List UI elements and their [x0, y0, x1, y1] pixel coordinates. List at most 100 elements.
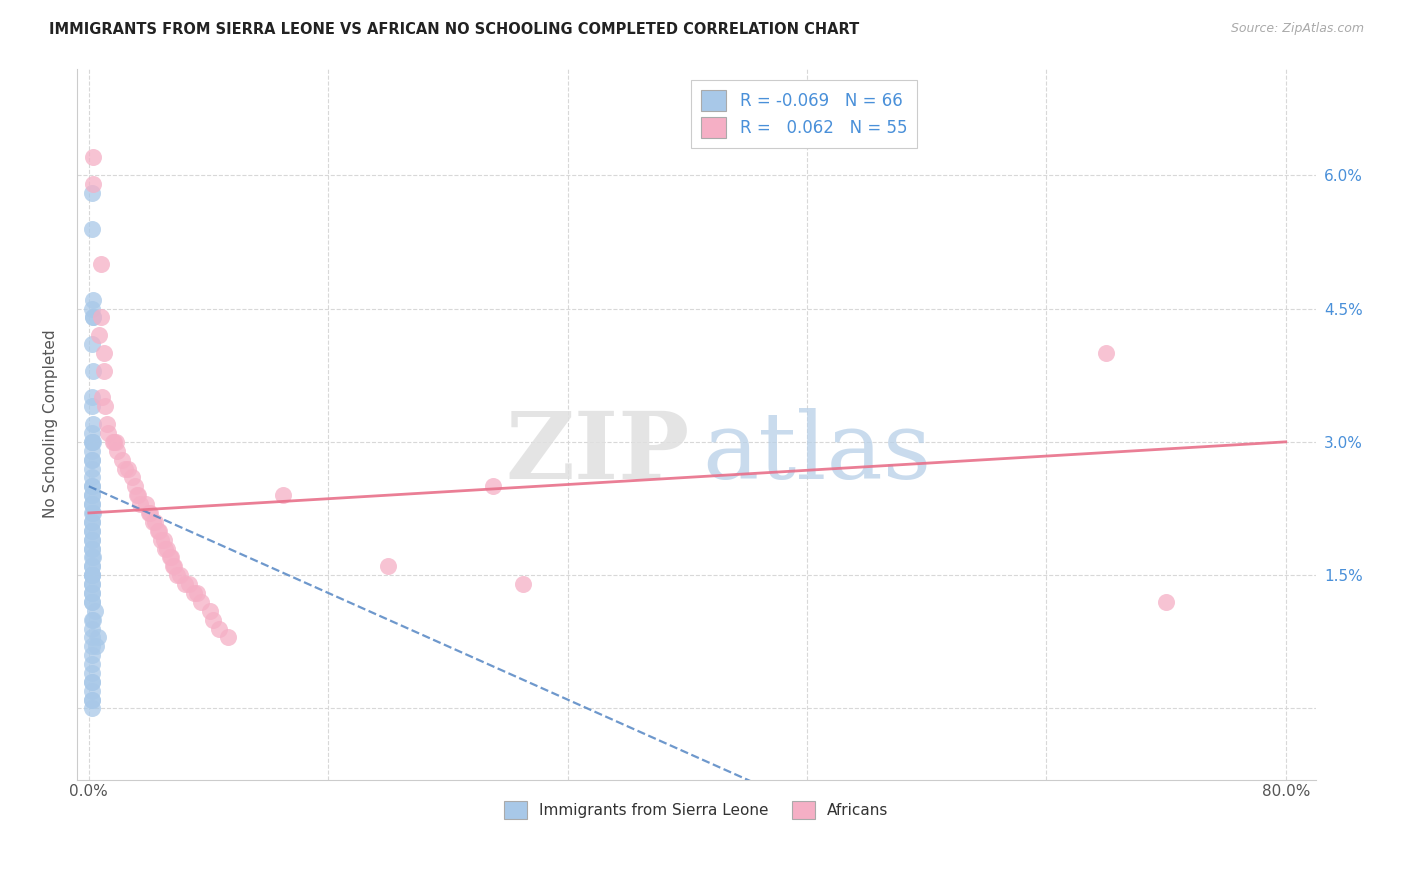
Point [142, 515, 165, 529]
Point [80, 515, 103, 529]
Point [124, 479, 146, 493]
Point [80, 622, 103, 636]
Point [80, 452, 103, 467]
Point [96, 417, 118, 431]
Point [80, 488, 103, 502]
Point [82, 150, 104, 164]
Point [80, 550, 103, 565]
Point [190, 595, 212, 609]
Point [80, 577, 103, 591]
Point [183, 586, 205, 600]
Point [80, 595, 103, 609]
Point [87, 631, 110, 645]
Text: IMMIGRANTS FROM SIERRA LEONE VS AFRICAN NO SCHOOLING COMPLETED CORRELATION CHART: IMMIGRANTS FROM SIERRA LEONE VS AFRICAN … [49, 22, 859, 37]
Point [162, 559, 184, 574]
Point [80, 391, 103, 405]
Point [273, 488, 295, 502]
Point [82, 434, 104, 449]
Point [82, 417, 104, 431]
Point [80, 533, 103, 547]
Point [80, 674, 103, 689]
Point [177, 577, 200, 591]
Point [80, 425, 103, 440]
Point [97, 425, 120, 440]
Point [82, 506, 104, 520]
Point [80, 488, 103, 502]
Point [152, 533, 174, 547]
Point [80, 515, 103, 529]
Point [186, 586, 208, 600]
Point [80, 443, 103, 458]
Point [90, 257, 112, 271]
Point [198, 604, 221, 618]
Point [80, 577, 103, 591]
Point [101, 434, 124, 449]
Point [481, 479, 503, 493]
Point [89, 328, 111, 343]
Point [105, 443, 128, 458]
Point [127, 488, 149, 502]
Point [80, 559, 103, 574]
Point [80, 640, 103, 654]
Point [82, 310, 104, 325]
Point [153, 541, 176, 556]
Point [94, 399, 117, 413]
Text: atlas: atlas [703, 408, 932, 498]
Point [80, 399, 103, 413]
Point [117, 461, 139, 475]
Point [512, 577, 534, 591]
Point [208, 622, 231, 636]
Point [80, 506, 103, 520]
Point [217, 631, 239, 645]
Point [80, 301, 103, 316]
Point [80, 186, 103, 200]
Text: ZIP: ZIP [506, 408, 690, 498]
Point [163, 559, 186, 574]
Point [80, 568, 103, 582]
Point [104, 434, 127, 449]
Point [149, 533, 172, 547]
Point [138, 506, 160, 520]
Point [80, 701, 103, 715]
Point [80, 479, 103, 493]
Point [80, 568, 103, 582]
Point [80, 541, 103, 556]
Point [80, 674, 103, 689]
Point [80, 683, 103, 698]
Point [159, 550, 181, 565]
Point [173, 577, 195, 591]
Point [1095, 346, 1118, 360]
Point [377, 559, 399, 574]
Point [1154, 595, 1177, 609]
Point [80, 479, 103, 493]
Point [80, 657, 103, 671]
Point [82, 177, 104, 191]
Point [80, 533, 103, 547]
Point [90, 310, 112, 325]
Point [80, 665, 103, 680]
Point [80, 524, 103, 538]
Point [114, 461, 136, 475]
Point [82, 550, 104, 565]
Point [80, 692, 103, 706]
Point [80, 692, 103, 706]
Point [80, 568, 103, 582]
Point [148, 524, 170, 538]
Point [103, 434, 125, 449]
Y-axis label: No Schooling Completed: No Schooling Completed [44, 330, 58, 518]
Point [80, 586, 103, 600]
Point [166, 568, 188, 582]
Point [80, 613, 103, 627]
Point [143, 515, 166, 529]
Point [80, 541, 103, 556]
Point [80, 648, 103, 662]
Point [80, 524, 103, 538]
Point [80, 595, 103, 609]
Point [156, 541, 179, 556]
Point [80, 461, 103, 475]
Point [169, 568, 191, 582]
Point [91, 391, 114, 405]
Point [80, 631, 103, 645]
Point [111, 452, 134, 467]
Point [80, 452, 103, 467]
